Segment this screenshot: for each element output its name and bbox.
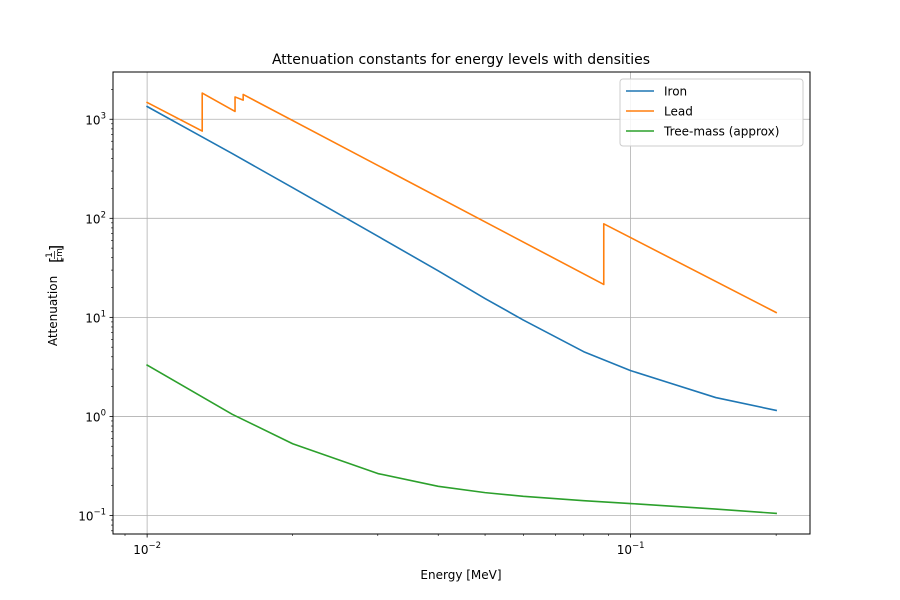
y-axis-label-group: Attenuation [ 1 cm ] [45,245,65,346]
y-unit-bracket-right: ] [46,245,65,251]
y-unit-numerator: 1 [45,252,55,258]
y-unit-bracket-left: [ [46,257,65,263]
plot-frame [112,71,811,535]
legend-label: Lead [664,105,693,119]
y-unit-denominator: cm [55,248,65,262]
chart-title: Attenuation constants for energy levels … [272,52,650,68]
y-axis-label: Attenuation [46,276,60,346]
legend-label: Tree-mass (approx) [663,125,779,139]
x-axis-label: Energy [MeV] [420,568,501,582]
series-lines [146,92,778,515]
series-line-tree-mass-approx [146,363,777,515]
legend-box [619,78,804,147]
y-axis-unit: [ 1 cm ] [45,245,65,263]
legend: Iron Lead Tree-mass (approx) [619,78,804,147]
legend-label: Iron [664,85,687,99]
series-line-iron [146,105,778,412]
series-line-lead [146,92,778,314]
